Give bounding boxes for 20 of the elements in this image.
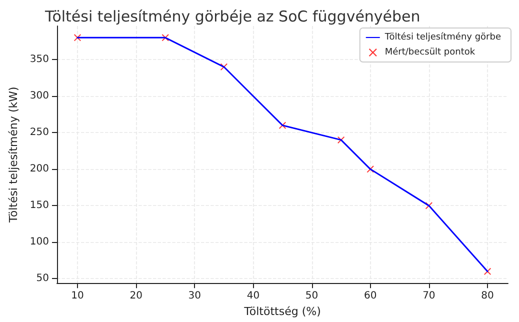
- y-tick-label: 200: [30, 164, 49, 175]
- x-tick-label: 20: [130, 290, 142, 302]
- x-tick-label: 50: [305, 290, 318, 302]
- y-tick-label: 50: [36, 273, 49, 284]
- x-tick-label: 40: [246, 290, 260, 302]
- legend-label: Töltési teljesítmény görbe: [384, 32, 502, 42]
- chart-title: Töltési teljesítmény görbéje az SoC függvényében: [44, 8, 420, 26]
- y-tick-label: 150: [30, 200, 49, 212]
- x-tick-label: 10: [71, 290, 84, 302]
- x-axis-title: Töltöttség (%): [243, 305, 321, 318]
- y-tick-label: 350: [30, 54, 49, 66]
- x-tick-label: 60: [364, 290, 377, 302]
- x-tick-label: 80: [481, 290, 494, 302]
- x-tick-label: 30: [188, 290, 201, 302]
- y-tick-label: 250: [30, 127, 49, 138]
- y-axis-title: Töltési teljesítmény (kW): [7, 86, 20, 224]
- legend-label: Mért/becsült pontok: [384, 46, 476, 58]
- y-tick-label: 300: [30, 90, 49, 102]
- y-tick-label: 100: [30, 236, 49, 248]
- x-tick-label: 70: [422, 290, 436, 302]
